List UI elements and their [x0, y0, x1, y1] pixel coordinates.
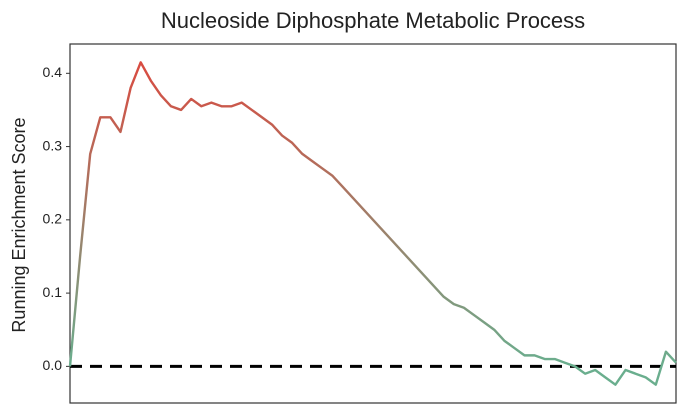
y-tick-label: 0.0 [43, 357, 63, 373]
chart-title: Nucleoside Diphosphate Metabolic Process [161, 8, 585, 33]
y-tick-label: 0.2 [43, 211, 63, 227]
y-axis-label: Running Enrichment Score [9, 117, 29, 332]
y-tick-label: 0.4 [43, 64, 63, 80]
y-tick-label: 0.1 [43, 284, 63, 300]
y-tick-label: 0.3 [43, 137, 63, 153]
enrichment-line [68, 61, 677, 386]
plot-border [69, 43, 677, 404]
